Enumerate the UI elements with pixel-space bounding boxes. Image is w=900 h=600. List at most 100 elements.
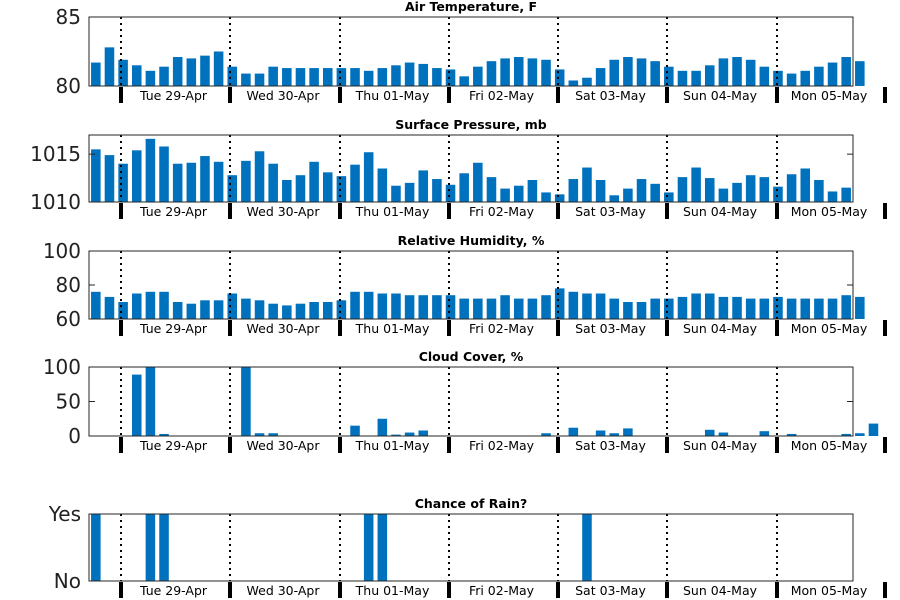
bar — [254, 73, 265, 86]
bar — [350, 291, 360, 319]
day-label: Sat 03-May — [575, 438, 646, 453]
day-label: Wed 30-Apr — [247, 438, 321, 453]
bar — [104, 155, 115, 202]
bar — [377, 68, 388, 86]
bar — [336, 176, 347, 202]
bar — [800, 168, 811, 202]
bar — [172, 57, 183, 86]
bar — [500, 58, 510, 86]
y-tick-label: Yes — [48, 502, 81, 526]
bar — [636, 179, 647, 202]
bar — [568, 80, 579, 86]
bar — [186, 162, 197, 202]
y-tick-label: 80 — [56, 74, 81, 98]
bar — [377, 293, 388, 319]
plot-frame — [88, 366, 854, 437]
day-label: Fri 02-May — [469, 88, 535, 103]
bar — [623, 428, 633, 436]
bar — [732, 57, 742, 86]
bar — [814, 66, 824, 86]
day-label: Thu 01-May — [355, 321, 430, 336]
day-label: Tue 29-Apr — [139, 438, 208, 453]
bar — [172, 302, 183, 319]
bar — [732, 182, 742, 202]
panel-title: Surface Pressure, mb — [395, 117, 547, 132]
bar — [309, 68, 319, 86]
bar — [541, 192, 551, 202]
plot-frame — [88, 134, 854, 203]
bar — [391, 293, 401, 319]
bar — [445, 295, 456, 319]
bar — [322, 302, 333, 319]
bar — [104, 47, 115, 86]
bar — [268, 163, 278, 202]
bar — [459, 76, 469, 86]
bar — [391, 185, 401, 202]
bar — [568, 427, 579, 436]
bar — [786, 174, 797, 202]
bar — [131, 293, 142, 319]
day-label: Sat 03-May — [575, 583, 646, 598]
bar — [459, 173, 469, 202]
bar — [582, 293, 592, 319]
bar — [513, 185, 524, 202]
bar — [241, 298, 251, 319]
bar — [718, 58, 729, 86]
bar — [473, 298, 483, 319]
bar — [650, 61, 660, 86]
day-label: Fri 02-May — [469, 583, 535, 598]
bar — [268, 433, 278, 436]
bar — [404, 182, 415, 202]
bar — [513, 57, 524, 86]
bar — [677, 177, 688, 202]
chart-panel-2: Surface Pressure, mb 1010 1015 Tue 29-Apr We… — [30, 117, 887, 219]
bar — [841, 187, 851, 202]
bar — [254, 433, 265, 436]
chart-panel-4: Cloud Cover, % 0 50 100 Tue 29-Apr Wed 30-Apr… — [43, 349, 887, 453]
bar — [91, 514, 101, 581]
bar — [814, 298, 824, 319]
day-label: Mon 05-May — [791, 88, 868, 103]
bar — [841, 57, 851, 86]
day-label: Sun 04-May — [683, 88, 758, 103]
bar — [282, 68, 292, 86]
bar — [213, 161, 224, 202]
bar — [131, 150, 142, 202]
bar — [104, 296, 115, 319]
bar — [118, 59, 128, 86]
day-label: Sat 03-May — [575, 204, 646, 219]
bar — [623, 57, 633, 86]
day-label: Tue 29-Apr — [139, 583, 208, 598]
bar — [786, 433, 797, 436]
bar — [554, 288, 565, 319]
y-tick-label: 100 — [43, 239, 81, 263]
bar — [691, 167, 701, 202]
bar — [227, 293, 238, 319]
bar — [377, 418, 388, 436]
bar — [91, 149, 101, 202]
bar — [145, 291, 156, 319]
chart-panel-1: Air Temperature, F 80 85 Tue 29-Apr Wed 30-A… — [56, 0, 887, 103]
bar — [159, 514, 169, 581]
day-label: Wed 30-Apr — [247, 583, 321, 598]
bar — [718, 432, 729, 436]
bar — [432, 179, 442, 202]
bar — [159, 433, 169, 436]
bar — [309, 161, 319, 202]
bar — [350, 68, 360, 86]
day-label: Fri 02-May — [469, 204, 535, 219]
bar — [363, 152, 374, 202]
bar — [295, 303, 306, 319]
bar — [282, 305, 292, 319]
bar — [636, 302, 647, 319]
bar — [404, 432, 415, 436]
day-label: Mon 05-May — [791, 583, 868, 598]
bar — [295, 68, 306, 86]
bar — [841, 295, 851, 319]
bar — [91, 62, 101, 86]
y-tick-label: 1015 — [30, 142, 81, 166]
bar — [609, 195, 620, 202]
bar — [759, 298, 770, 319]
bar — [418, 63, 429, 86]
